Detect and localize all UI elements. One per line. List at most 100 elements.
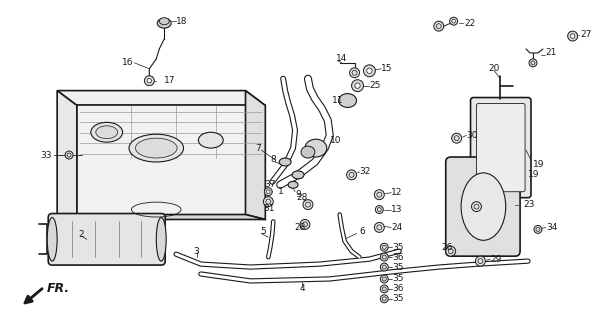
Circle shape [144,76,154,86]
Circle shape [263,197,273,207]
Text: 35: 35 [392,243,403,252]
Text: 8: 8 [270,156,276,164]
Text: 13: 13 [391,205,403,214]
Circle shape [568,31,577,41]
Ellipse shape [279,158,291,166]
Circle shape [266,190,270,194]
Text: 22: 22 [464,19,476,28]
Text: 17: 17 [164,76,176,85]
Text: 32: 32 [359,167,371,176]
Text: 19: 19 [533,160,544,170]
Text: 21: 21 [545,48,556,57]
Text: 35: 35 [392,275,403,284]
Polygon shape [77,106,265,220]
Circle shape [446,246,455,256]
Circle shape [347,170,356,180]
Ellipse shape [91,122,123,142]
Circle shape [147,78,152,83]
Text: 28: 28 [296,193,307,202]
Text: 12: 12 [391,188,403,197]
Text: 34: 34 [546,223,557,232]
FancyBboxPatch shape [446,157,520,256]
Text: 3: 3 [193,247,199,256]
Text: 31: 31 [263,204,275,213]
Ellipse shape [461,173,506,240]
Text: 11: 11 [332,96,343,105]
Text: 20: 20 [489,64,500,73]
Polygon shape [57,214,265,220]
Polygon shape [245,91,265,220]
FancyBboxPatch shape [477,103,525,192]
Ellipse shape [96,126,118,139]
Circle shape [381,285,388,293]
Ellipse shape [301,146,315,158]
Ellipse shape [129,134,184,162]
Text: 37: 37 [265,180,276,189]
Text: 28: 28 [294,223,306,232]
Circle shape [375,206,384,213]
Polygon shape [57,91,265,106]
FancyBboxPatch shape [471,98,531,198]
Circle shape [472,202,481,212]
Circle shape [534,225,542,233]
Text: 35: 35 [392,263,403,272]
Text: 27: 27 [580,30,592,39]
Circle shape [350,68,359,78]
Circle shape [475,256,486,266]
Circle shape [381,295,388,303]
Text: 1: 1 [278,187,284,196]
Circle shape [374,222,384,232]
Ellipse shape [135,138,177,158]
Text: 36: 36 [392,253,403,262]
Text: FR.: FR. [47,282,70,295]
Text: 35: 35 [392,294,403,303]
Ellipse shape [305,139,327,157]
Text: 10: 10 [330,136,341,145]
Circle shape [355,83,360,88]
Text: 5: 5 [260,227,266,236]
Circle shape [381,275,388,283]
Text: 15: 15 [381,64,393,73]
Text: 33: 33 [40,150,52,160]
Text: 9: 9 [295,190,301,199]
Polygon shape [57,91,77,220]
Ellipse shape [288,181,298,188]
Circle shape [452,20,455,23]
Ellipse shape [47,218,57,261]
Circle shape [374,190,384,200]
Circle shape [367,68,372,74]
Ellipse shape [292,171,304,179]
Circle shape [381,253,388,261]
Circle shape [265,188,272,196]
Circle shape [450,17,458,25]
Circle shape [352,80,364,92]
Ellipse shape [159,18,169,25]
Circle shape [300,220,310,229]
Text: 7: 7 [255,144,261,153]
Text: 29: 29 [490,255,502,264]
Circle shape [570,34,575,38]
Text: 2: 2 [78,230,83,239]
Circle shape [529,59,537,67]
Ellipse shape [156,218,166,261]
Text: 24: 24 [391,223,402,232]
Text: 4: 4 [300,284,306,293]
Text: 19: 19 [528,170,539,180]
Ellipse shape [157,18,171,28]
Text: 18: 18 [176,17,188,26]
Ellipse shape [339,93,356,108]
Text: 16: 16 [121,58,133,67]
Text: 6: 6 [359,227,365,236]
Ellipse shape [198,132,223,148]
FancyBboxPatch shape [48,213,165,265]
Text: 26: 26 [442,243,453,252]
Circle shape [364,65,375,77]
Text: 14: 14 [336,54,347,63]
Circle shape [434,21,444,31]
Text: 25: 25 [370,81,381,90]
Text: 30: 30 [466,131,478,140]
Circle shape [303,200,313,210]
Text: 36: 36 [392,284,403,293]
Circle shape [381,243,388,251]
Circle shape [381,263,388,271]
